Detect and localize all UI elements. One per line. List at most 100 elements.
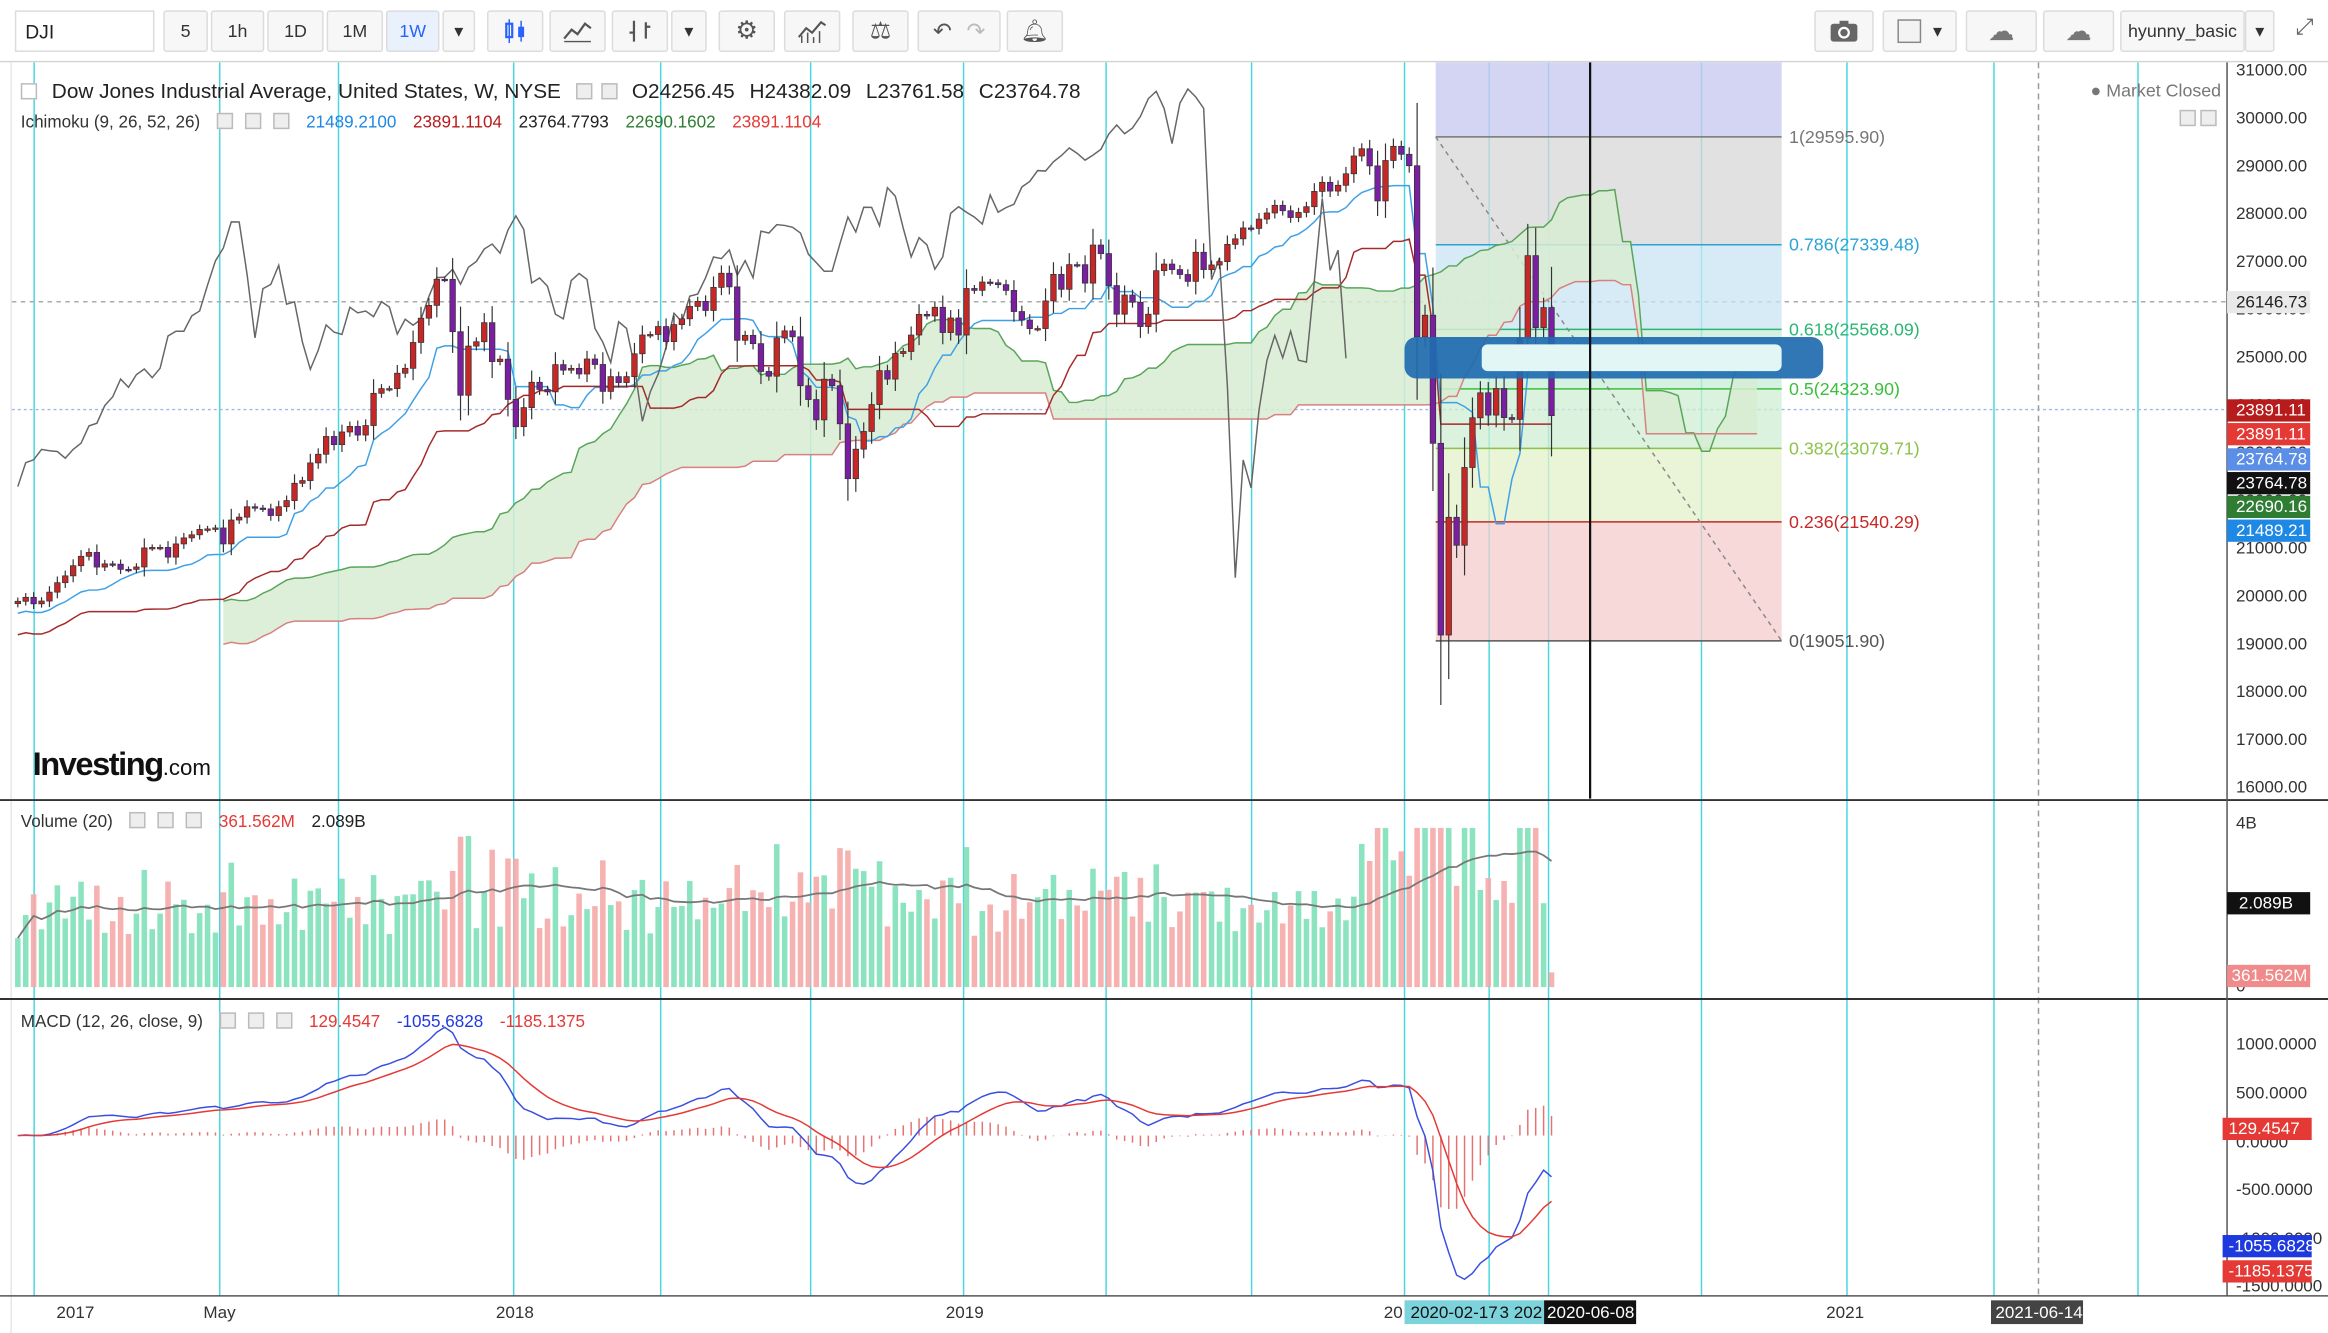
price-tick-label: 25000.00	[2236, 347, 2307, 366]
time-tick-label: 20	[1384, 1303, 1403, 1322]
volume-bar	[560, 926, 567, 988]
zone-highlight-inner	[1481, 344, 1782, 372]
eye-icon[interactable]	[129, 811, 146, 829]
volume-bar	[1359, 843, 1365, 988]
chart-type-bar-button[interactable]	[611, 10, 669, 52]
volume-bar	[70, 896, 76, 988]
volume-bar	[1066, 889, 1073, 988]
interval-1d[interactable]: 1D	[267, 10, 324, 52]
volume-bar	[1509, 902, 1515, 988]
arrow-down-icon[interactable]	[2200, 109, 2217, 127]
volume-bar	[497, 926, 503, 988]
alert-button[interactable]: 🔔︎	[1006, 10, 1064, 52]
interval-1m[interactable]: 1M	[326, 10, 384, 52]
arrow-up-icon[interactable]	[2179, 109, 2196, 127]
user-dropdown[interactable]: ▾	[2244, 10, 2275, 52]
volume-bar	[457, 836, 464, 988]
color-button[interactable]: ▾	[1882, 10, 1957, 52]
volume-bar	[1216, 921, 1223, 988]
candle-body	[1406, 153, 1413, 167]
redo-icon[interactable]: ↷	[966, 19, 986, 45]
settings-icon[interactable]	[157, 811, 175, 829]
settings-icon[interactable]	[600, 83, 618, 100]
close-icon[interactable]	[276, 1012, 293, 1029]
candle-body	[1493, 388, 1500, 416]
eye-icon[interactable]	[219, 1012, 236, 1029]
candle-body	[243, 506, 251, 518]
candle-body	[1287, 210, 1294, 218]
cloud-upload-button[interactable]: ☁	[2042, 10, 2115, 52]
volume-bar	[947, 877, 954, 988]
cloud-download-button[interactable]: ☁	[1965, 10, 2038, 52]
interval-1h[interactable]: 1h	[210, 10, 265, 52]
annotations[interactable]	[1404, 62, 1824, 799]
candle-body	[647, 334, 654, 337]
candle-body	[93, 552, 101, 568]
volume-bar	[773, 844, 780, 988]
volume-bar	[1351, 896, 1357, 988]
time-highlight-box	[1404, 1300, 1545, 1325]
fullscreen-icon[interactable]: ⤢	[2295, 14, 2314, 41]
candle-body	[623, 376, 630, 383]
candle-body	[1058, 274, 1065, 290]
chart-type-dropdown[interactable]: ▾	[671, 10, 707, 52]
volume-bar	[829, 908, 835, 988]
interval-1w[interactable]: 1W	[386, 10, 440, 52]
candle-body	[607, 376, 614, 392]
candle-body	[1137, 301, 1144, 327]
candle-body	[1010, 290, 1018, 312]
chart-type-line-button[interactable]	[549, 10, 606, 52]
candle-body	[884, 370, 891, 380]
time-tick-label: 2018	[496, 1303, 534, 1322]
interval-5[interactable]: 5	[163, 10, 208, 52]
user-layout-button[interactable]: hyunny_basic	[2120, 10, 2245, 52]
indicators-button[interactable]	[783, 10, 841, 52]
interval-dropdown[interactable]: ▾	[442, 10, 476, 52]
close-icon[interactable]	[185, 811, 203, 829]
volume-bar	[449, 870, 456, 988]
candle-body	[1461, 467, 1468, 546]
candle-body	[1216, 261, 1223, 266]
candle-body	[1327, 181, 1334, 192]
candle-body	[931, 306, 939, 317]
volume-bar	[710, 907, 717, 988]
candle-body	[836, 385, 844, 425]
price-tick-label: 19000.00	[2236, 634, 2307, 653]
eye-icon[interactable]	[216, 112, 234, 130]
volume-bar	[268, 899, 274, 988]
collapse-icon[interactable]	[20, 83, 38, 100]
volume-bar	[1398, 851, 1405, 988]
symbol-input[interactable]: DJI	[14, 10, 155, 52]
candle-body	[860, 431, 867, 450]
candle-body	[291, 482, 298, 501]
volume-bar	[339, 878, 345, 988]
candle-body	[1255, 218, 1263, 229]
settings-icon[interactable]	[244, 112, 262, 130]
settings-icon[interactable]	[247, 1012, 265, 1029]
settings-button[interactable]: ⚙	[718, 10, 776, 52]
candle-body	[1540, 307, 1547, 329]
kijun-line	[17, 238, 1552, 636]
volume-bar	[892, 886, 899, 988]
volume-label: Volume (20)	[20, 813, 113, 832]
price-label-text: 26146.73	[2236, 292, 2307, 311]
compare-button[interactable]: ⚖	[852, 10, 909, 52]
candle-body	[1524, 255, 1531, 339]
volume-bar	[663, 881, 669, 988]
volume-bar	[1414, 827, 1420, 988]
eye-icon[interactable]	[575, 83, 592, 100]
camera-icon	[1830, 20, 1858, 42]
close-icon[interactable]	[273, 112, 290, 130]
candle-body	[568, 367, 575, 371]
undo-icon[interactable]: ↶	[933, 19, 952, 45]
candle-body	[591, 358, 599, 365]
chart-type-candles-button[interactable]	[486, 10, 544, 52]
snapshot-button[interactable]	[1814, 10, 1874, 52]
volume-bar	[188, 933, 195, 988]
settings-icon: ⚙	[735, 16, 759, 45]
compare-icon: ⚖	[869, 19, 892, 45]
price-tick-label: 17000.00	[2236, 730, 2307, 749]
ichimoku-label: Ichimoku (9, 26, 52, 26)	[20, 114, 201, 133]
candle-body	[14, 600, 21, 605]
